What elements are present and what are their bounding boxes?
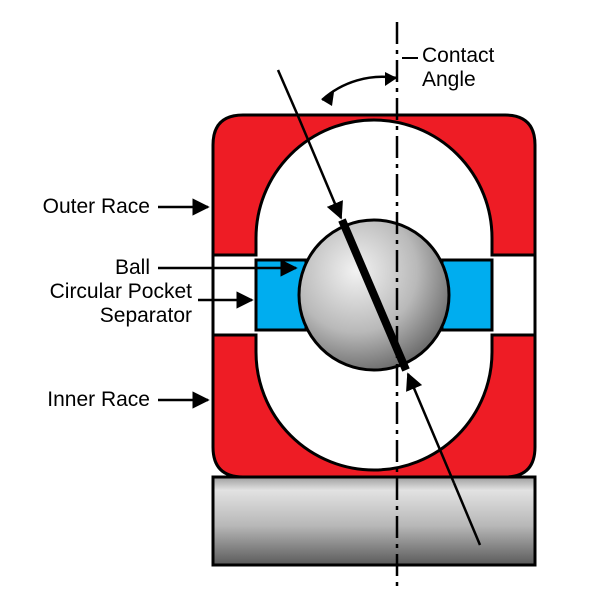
- contact-angle-label-line1: Contact: [422, 44, 494, 67]
- outer-race-label: Outer Race: [43, 195, 150, 219]
- contact-angle-label: Contact Angle: [422, 44, 494, 92]
- inner-race-label: Inner Race: [47, 388, 150, 412]
- separator-label-line1: Circular Pocket: [50, 280, 192, 303]
- contact-angle-label-line2: Angle: [422, 68, 476, 91]
- ball-label: Ball: [115, 256, 150, 280]
- separator-label: Circular Pocket Separator: [50, 280, 192, 328]
- separator-label-line2: Separator: [100, 304, 192, 327]
- shaft-shape: [213, 477, 535, 565]
